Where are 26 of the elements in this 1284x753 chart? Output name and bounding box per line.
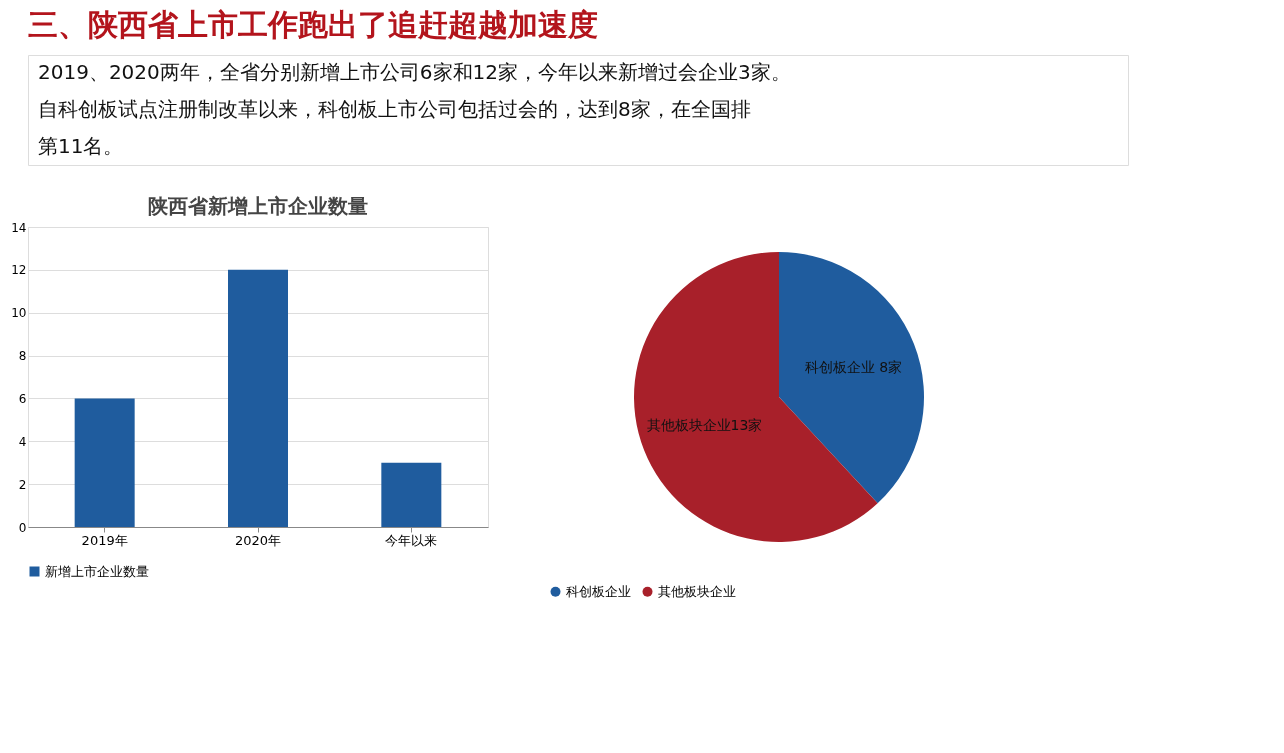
y-tick-label: 4 — [18, 434, 27, 449]
y-tick-label: 8 — [18, 349, 27, 364]
x-tick-label: 今年以来 — [385, 532, 438, 548]
y-tick-label: 6 — [18, 391, 27, 406]
y-tick-label: 0 — [18, 520, 27, 535]
pie-slice — [779, 252, 924, 504]
chart-title: 陕西省新增上市企业数量 — [148, 194, 368, 218]
text: 第11名。 — [38, 133, 124, 158]
y-tick-label: 12 — [11, 263, 27, 278]
text: 三、陕西省上市工作跑出了追赶超越加速度 — [28, 7, 598, 42]
x-tick-label: 2020年 — [234, 532, 282, 548]
legend-label: 新增上市企业数量 — [45, 563, 149, 579]
legend-label: 其他板块企业 — [658, 583, 736, 599]
x-tick-label: 2019年 — [81, 532, 128, 548]
bar — [228, 269, 288, 527]
data-label: 科创板企业 8家 — [804, 358, 903, 375]
data-label: 其他板块企业13家 — [646, 417, 763, 434]
y-tick-label: 2 — [18, 477, 27, 492]
y-tick-label: 14 — [11, 220, 27, 235]
text: 自科创板试点注册制改革以来，科创板上市公司包括过会的，达到8家，在全国排 — [38, 97, 751, 121]
text: 2019、2020两年，全省分别新增上市公司6家和12家，今年以来新增过会企业3家。 — [38, 60, 791, 85]
bar — [74, 398, 135, 527]
legend-label: 科创板企业 — [566, 583, 631, 599]
pie-slice — [634, 252, 878, 542]
y-tick-label: 10 — [11, 306, 27, 321]
bar — [381, 462, 442, 527]
